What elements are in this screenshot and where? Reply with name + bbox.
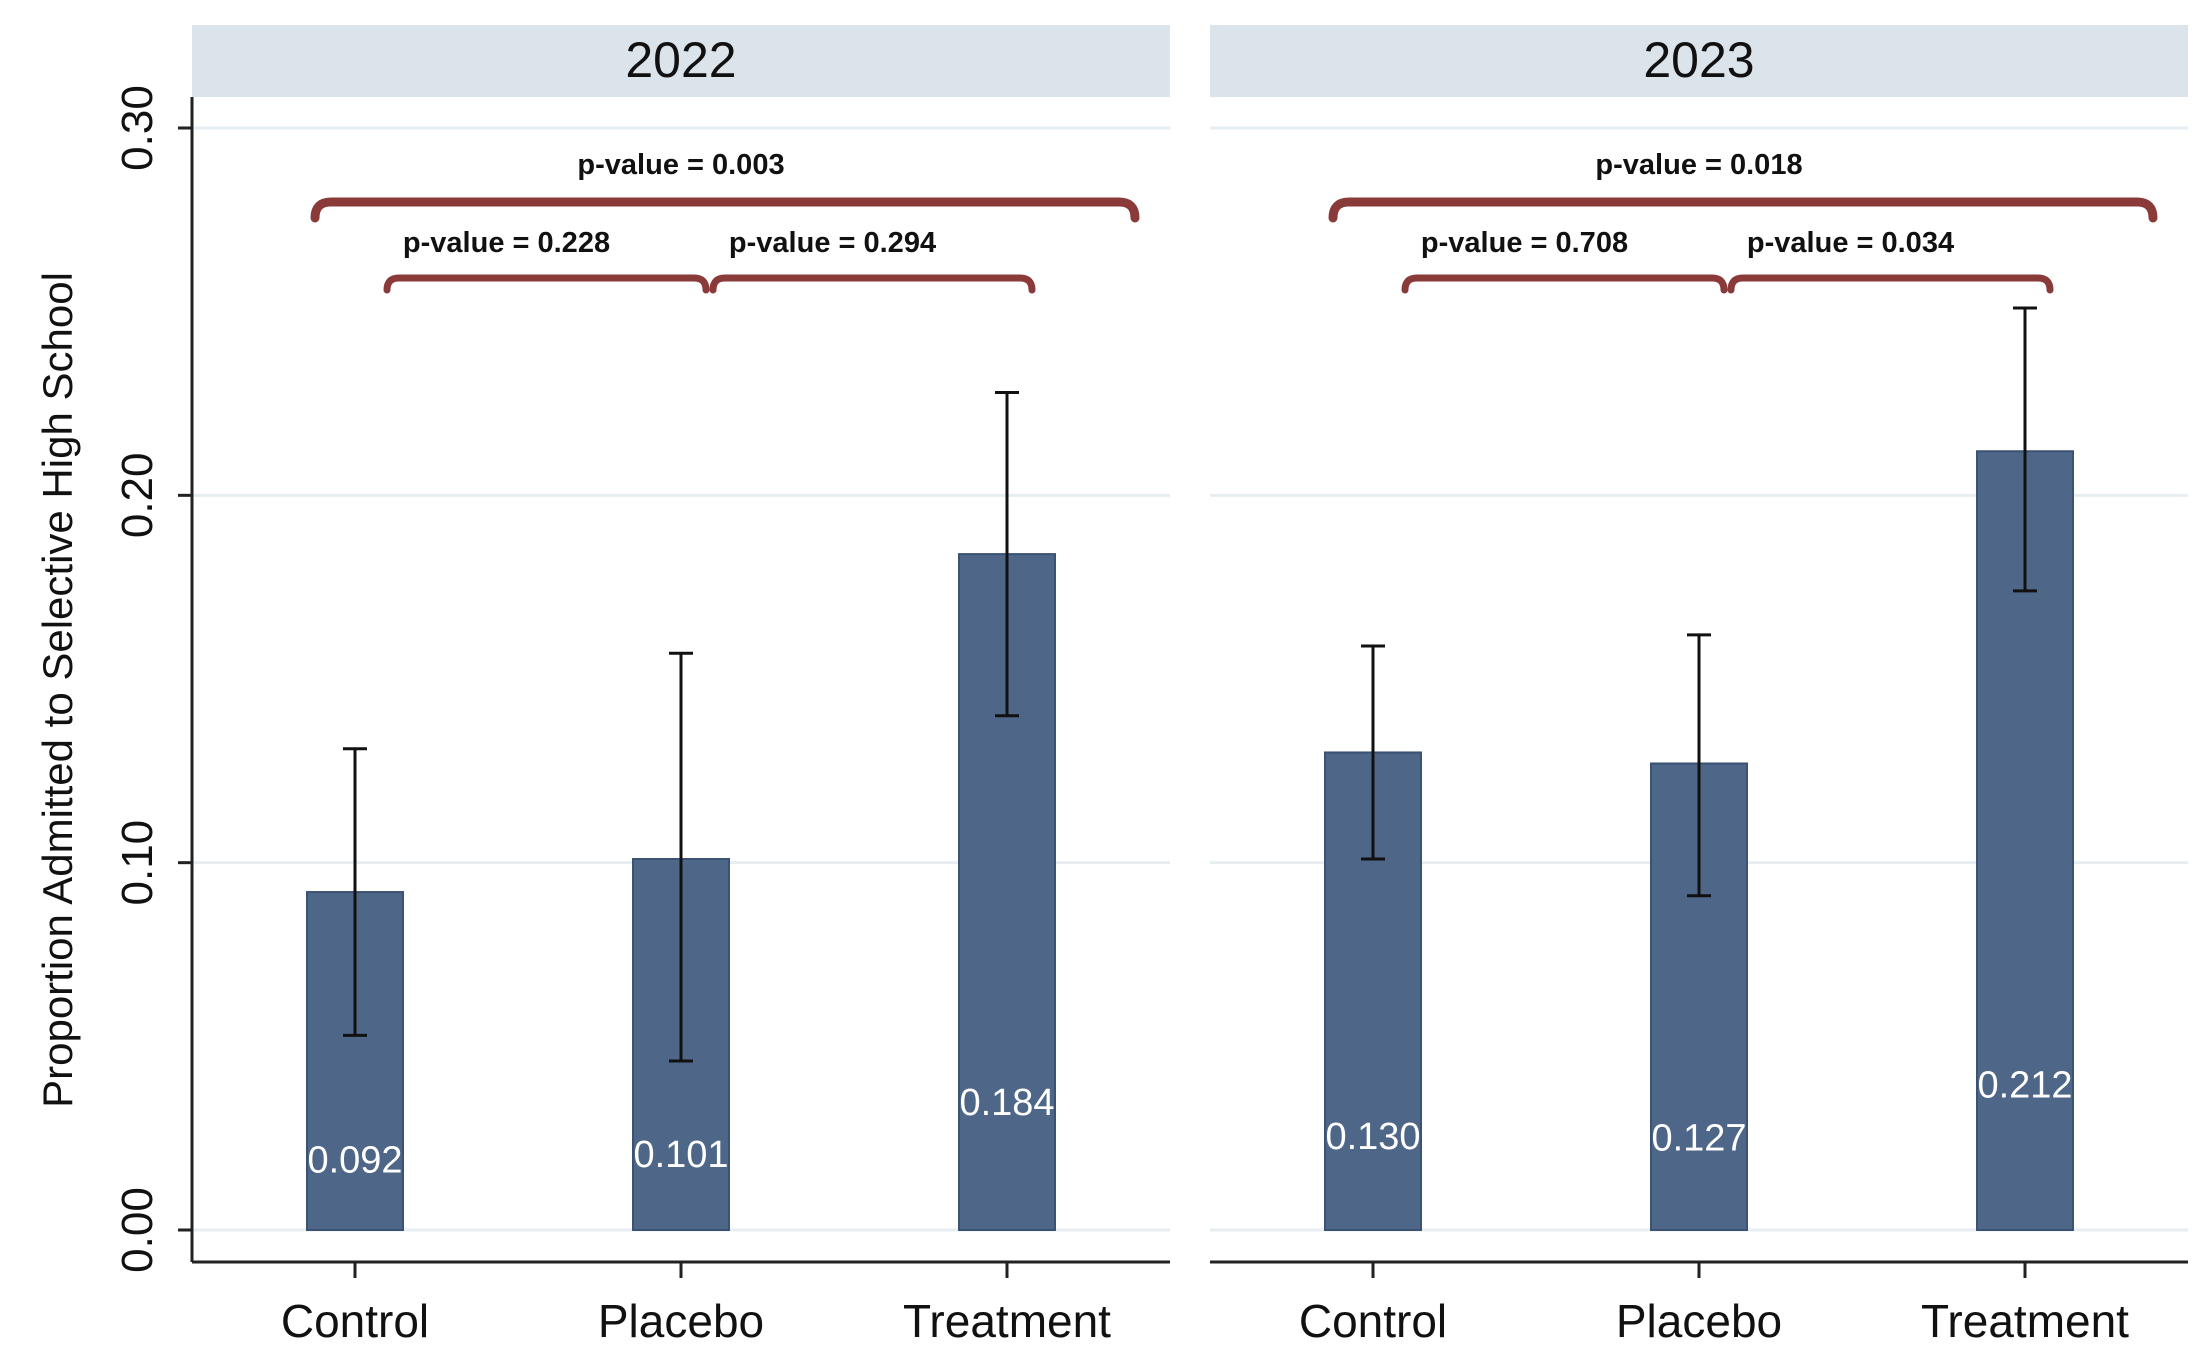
y-tick-label: 0.00	[113, 1187, 162, 1273]
panel-title: 2023	[1643, 32, 1754, 88]
p-value-label: p-value = 0.228	[403, 227, 610, 259]
x-tick-label: Control	[1299, 1295, 1447, 1347]
x-tick-label: Treatment	[903, 1295, 1111, 1347]
y-tick-label: 0.30	[113, 85, 162, 171]
x-tick-label: Placebo	[1616, 1295, 1782, 1347]
x-tick-label: Control	[281, 1295, 429, 1347]
p-value-label: p-value = 0.018	[1595, 149, 1802, 181]
p-value-label: p-value = 0.708	[1421, 227, 1628, 259]
comparison-bracket	[1401, 274, 1728, 294]
comparison-bracket	[310, 197, 1140, 223]
data-label: 0.212	[1977, 1065, 2072, 1107]
comparison-bracket	[1727, 274, 2054, 294]
p-value-label: p-value = 0.294	[729, 227, 936, 259]
x-tick-label: Placebo	[598, 1295, 764, 1347]
y-tick-label: 0.10	[113, 820, 162, 906]
data-label: 0.092	[307, 1140, 402, 1182]
p-value-label: p-value = 0.034	[1747, 227, 1954, 259]
x-tick-label: Treatment	[1921, 1295, 2129, 1347]
data-label: 0.127	[1651, 1118, 1746, 1160]
panel-header-strip	[192, 25, 1170, 97]
data-label: 0.130	[1325, 1116, 1420, 1158]
y-tick-label: 0.20	[113, 453, 162, 539]
comparison-bracket	[383, 274, 710, 294]
comparison-bracket	[709, 274, 1036, 294]
comparison-bracket	[1328, 197, 2158, 223]
y-axis-label: Proportion Admitted to Selective High Sc…	[34, 272, 81, 1108]
p-value-label: p-value = 0.003	[577, 149, 784, 181]
data-label: 0.184	[959, 1082, 1054, 1124]
panel-title: 2022	[625, 32, 736, 88]
panel-header-strip	[1210, 25, 2188, 97]
data-label: 0.101	[633, 1134, 728, 1176]
